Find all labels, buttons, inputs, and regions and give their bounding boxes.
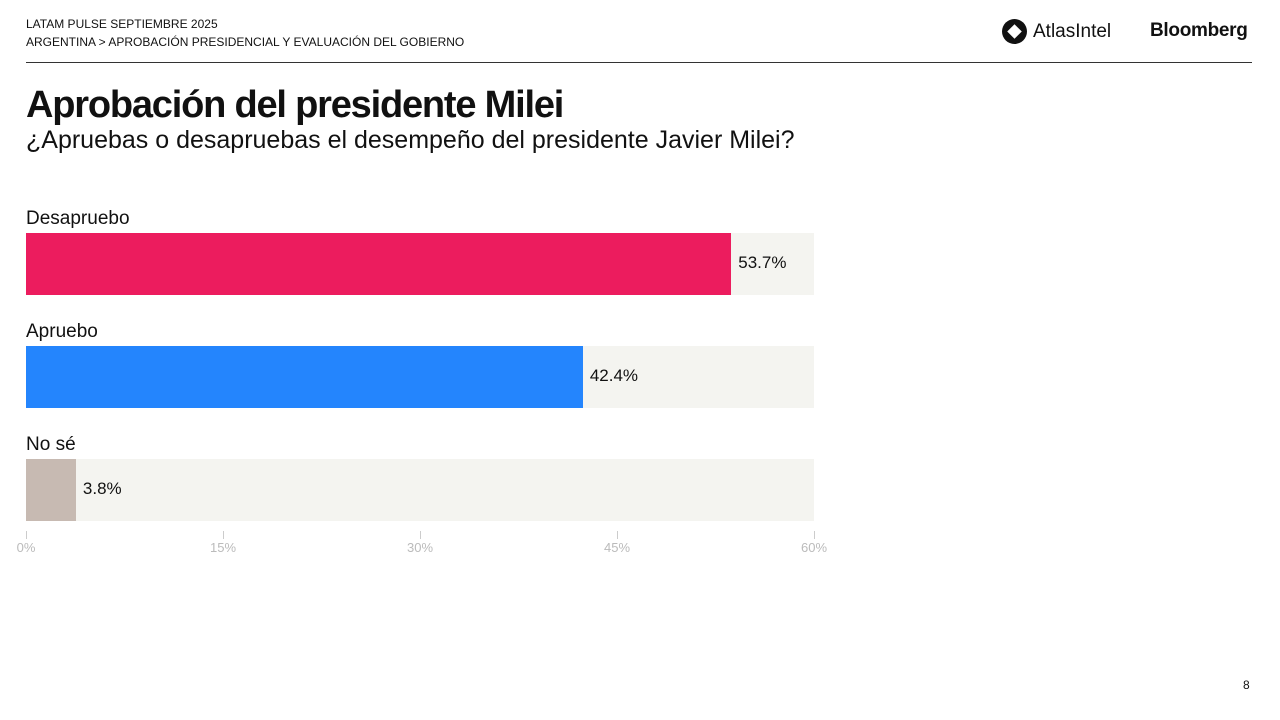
x-tick-mark	[617, 531, 618, 539]
bar	[26, 346, 583, 408]
bar-track: 53.7%	[26, 233, 814, 295]
category-label: Desapruebo	[26, 208, 130, 229]
header-divider	[26, 62, 1252, 63]
report-series: LATAM PULSE SEPTIEMBRE 2025	[26, 17, 218, 31]
atlasintel-text: AtlasIntel	[1033, 20, 1112, 42]
x-tick-label: 60%	[800, 540, 828, 555]
bar	[26, 233, 732, 295]
value-label: 53.7%	[738, 253, 787, 272]
x-tick-mark	[26, 531, 27, 539]
bar-track: 3.8%	[26, 459, 814, 521]
x-tick-mark	[420, 531, 421, 539]
value-label: 42.4%	[589, 366, 639, 385]
x-tick-mark	[814, 531, 815, 539]
x-tick-label: 30%	[406, 540, 434, 555]
breadcrumb: ARGENTINA > APROBACIÓN PRESIDENCIAL Y EV…	[26, 35, 465, 49]
x-tick-label: 45%	[603, 540, 631, 555]
chart-title: Aprobación del presidente Milei	[26, 84, 564, 126]
page-number: 8	[1243, 678, 1250, 692]
bar	[26, 459, 76, 521]
category-label: Apruebo	[26, 321, 98, 342]
x-tick-label: 15%	[209, 540, 237, 555]
bloomberg-logo: Bloomberg	[1150, 20, 1248, 41]
atlasintel-mark-icon	[1002, 19, 1027, 44]
bar-track: 42.4%	[26, 346, 814, 408]
chart-subtitle: ¿Apruebas o desapruebas el desempeño del…	[26, 126, 795, 154]
atlasintel-logo: AtlasIntel	[1002, 19, 1111, 44]
x-tick-label: 0%	[16, 540, 36, 555]
x-tick-mark	[223, 531, 224, 539]
value-label: 3.8%	[82, 479, 122, 498]
category-label: No sé	[26, 434, 76, 455]
